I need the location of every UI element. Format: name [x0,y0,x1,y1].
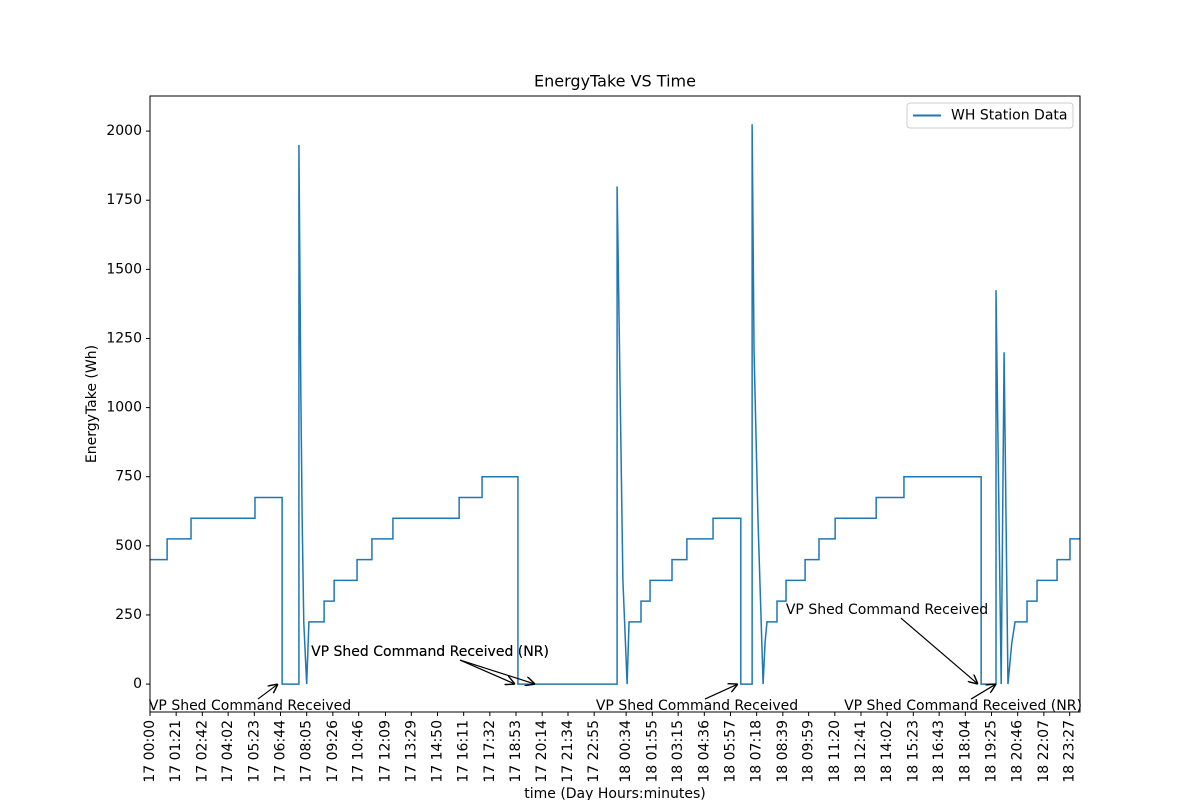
x-tick-label: 18 20:46 [1010,720,1026,783]
annotation: VP Shed Command Received (NR) [311,644,549,660]
annotation-arrow [704,684,738,700]
y-tick-label: 1500 [106,261,142,277]
x-tick-label: 17 00:00 [142,720,158,783]
y-tick-label: 0 [133,676,142,692]
x-tick-label: 18 03:15 [670,720,686,783]
annotation-arrow [459,659,535,684]
x-tick-label: 18 14:02 [879,720,895,783]
x-tick-label: 18 18:04 [957,720,973,783]
x-tick-label: 18 00:34 [618,720,634,783]
x-tick-label: 18 15:23 [905,720,921,783]
y-tick-label: 2000 [106,123,142,139]
x-tick-label: 18 01:55 [644,720,660,783]
y-axis-label: EnergyTake (Wh) [84,345,100,463]
x-tick-label: 18 22:07 [1036,720,1052,783]
annotation: VP Shed Command Received [786,602,988,618]
x-tick-label: 17 09:26 [325,720,341,783]
x-tick-label: 17 18:53 [508,720,524,783]
x-tick-label: 17 22:55 [586,720,602,783]
x-tick-label: 17 02:42 [194,720,210,783]
y-tick-label: 1750 [106,192,142,208]
x-tick-label: 18 16:43 [931,720,947,783]
y-tick-label: 750 [115,469,142,485]
x-tick-label: 17 17:32 [482,720,498,783]
x-tick-label: 18 12:41 [853,720,869,783]
x-tick-label: 17 10:46 [351,720,367,783]
x-tick-label: 18 11:20 [827,720,843,783]
x-tick-label: 17 20:14 [534,720,550,783]
x-tick-label: 18 08:39 [775,720,791,783]
annotation-arrow [257,684,278,700]
y-tick-label: 250 [115,607,142,623]
x-tick-label: 17 05:23 [246,720,262,783]
annotation-arrow [970,684,996,700]
x-tick-label: 18 09:59 [801,720,817,783]
chart-title: EnergyTake VS Time [534,72,696,91]
legend-box [906,102,1074,129]
y-tick-label: 1250 [106,330,142,346]
annotation-arrow [459,659,515,684]
plot-frame [149,95,1081,713]
x-tick-label: 17 12:09 [377,720,393,783]
y-tick-label: 1000 [106,400,142,416]
x-tick-label: 18 05:57 [722,720,738,783]
annotation-arrow [900,617,978,684]
x-tick-label: 17 08:05 [299,720,315,783]
x-tick-label: 18 19:25 [983,720,999,783]
y-tick-label: 500 [115,538,142,554]
x-axis-label: time (Day Hours:minutes) [524,786,706,800]
data-line [150,124,1080,685]
annotation: VP Shed Command Received (NR) [844,698,1082,714]
x-tick-label: 18 23:27 [1062,720,1078,783]
x-tick-label: 18 04:36 [696,720,712,783]
x-tick-label: 18 07:18 [749,720,765,783]
x-tick-label: 17 01:21 [168,720,184,783]
x-tick-label: 17 16:11 [456,720,472,783]
legend-label: WH Station Data [951,108,1067,124]
annotation: VP Shed Command Received [149,698,351,714]
x-tick-label: 17 21:34 [560,720,576,783]
x-tick-label: 17 13:29 [403,720,419,783]
annotation: VP Shed Command Received (NR) [311,644,549,660]
x-tick-label: 17 06:44 [273,720,289,783]
x-tick-label: 17 04:02 [220,720,236,783]
x-tick-label: 17 14:50 [429,720,445,783]
annotation: VP Shed Command Received [596,698,798,714]
